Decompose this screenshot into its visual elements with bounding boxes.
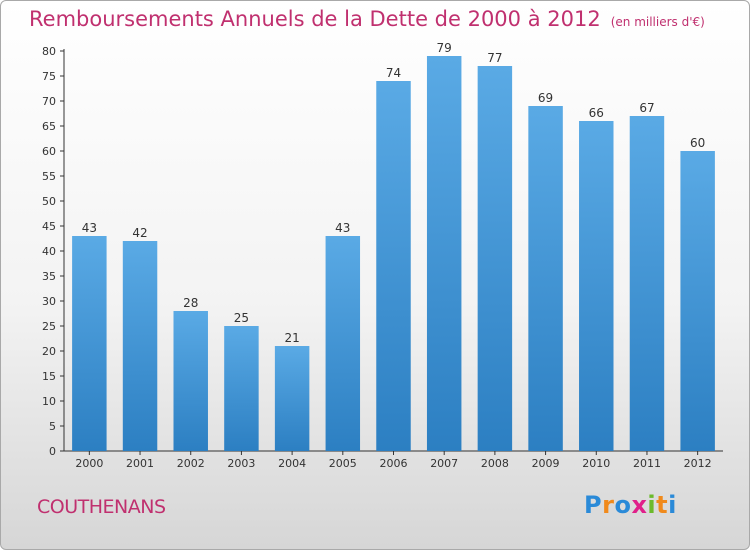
- y-tick-label: 35: [42, 270, 56, 283]
- bar-2004: [274, 346, 310, 451]
- x-tick-label: 2009: [532, 457, 560, 470]
- data-label-2012: 60: [690, 136, 705, 150]
- bar-2006: [376, 81, 411, 451]
- y-tick-label: 55: [42, 170, 56, 183]
- x-tick-label: 2007: [430, 457, 458, 470]
- x-tick-label: 2005: [329, 457, 357, 470]
- y-tick-label: 5: [49, 420, 56, 433]
- data-label-2004: 21: [284, 331, 299, 345]
- logo-letter: r: [602, 491, 615, 519]
- y-tick-label: 50: [42, 195, 56, 208]
- data-label-2001: 42: [132, 226, 147, 240]
- data-label-2010: 66: [589, 106, 604, 120]
- logo-letter: i: [668, 491, 677, 519]
- y-tick-label: 60: [42, 145, 56, 158]
- title-unit: (en milliers d'€): [610, 15, 705, 29]
- y-tick-label: 30: [42, 295, 56, 308]
- y-tick-label: 80: [42, 45, 56, 58]
- proxiti-logo: Proxiti: [584, 491, 677, 519]
- x-tick-label: 2010: [582, 457, 610, 470]
- bar-2009: [528, 106, 563, 451]
- data-label-2003: 25: [234, 311, 249, 325]
- bar-2003: [224, 326, 259, 451]
- logo-letter: o: [614, 491, 632, 519]
- bars: [72, 56, 715, 451]
- x-tick-label: 2006: [380, 457, 408, 470]
- bar-2000: [72, 236, 107, 451]
- bar-2002: [173, 311, 208, 451]
- logo-letter: x: [631, 491, 648, 519]
- bar-2007: [426, 56, 462, 451]
- x-tick-label: 2001: [126, 457, 154, 470]
- logo-letter: P: [584, 491, 603, 519]
- logo-letter: i: [647, 491, 657, 519]
- y-tick-label: 40: [42, 245, 56, 258]
- bar-2011: [629, 116, 665, 451]
- x-tick-label: 2003: [227, 457, 255, 470]
- data-label-2000: 43: [82, 221, 97, 235]
- y-tick-label: 0: [49, 445, 56, 458]
- logo-letter: t: [656, 491, 669, 519]
- y-tick-label: 45: [42, 220, 56, 233]
- bar-2012: [680, 151, 715, 451]
- bar-2001: [122, 241, 158, 451]
- x-tick-label: 2008: [481, 457, 509, 470]
- commune-name: COUTHENANS: [37, 496, 166, 518]
- x-tick-label: 2012: [684, 457, 712, 470]
- data-label-2011: 67: [639, 101, 654, 115]
- bar-2005: [325, 236, 361, 451]
- data-label-2009: 69: [538, 91, 553, 105]
- x-tick-label: 2004: [278, 457, 306, 470]
- title-main: Remboursements Annuels de la Dette de 20…: [29, 7, 601, 31]
- data-label-2005: 43: [335, 221, 350, 235]
- x-tick-label: 2000: [75, 457, 103, 470]
- data-label-2006: 74: [386, 66, 401, 80]
- data-labels: 43 42 28 25 21 43 74 79 77 69 66 67 60: [82, 41, 706, 345]
- x-axis: 2000 2001 2002 2003 2004 2005 2006 2007 2008 2009…: [64, 450, 723, 470]
- y-tick-label: 15: [42, 370, 56, 383]
- y-tick-label: 75: [42, 70, 56, 83]
- chart-title: Remboursements Annuels de la Dette de 20…: [29, 7, 705, 31]
- y-axis: 0 5 10 15 20 25 30 35 40 45 50 55 60 65 70 75 80: [42, 45, 65, 458]
- y-tick-label: 25: [42, 320, 56, 333]
- y-tick-label: 70: [42, 95, 56, 108]
- data-label-2008: 77: [487, 51, 502, 65]
- data-label-2002: 28: [183, 296, 198, 310]
- y-tick-label: 20: [42, 345, 56, 358]
- bar-2008: [477, 66, 513, 451]
- x-tick-label: 2011: [633, 457, 661, 470]
- data-label-2007: 79: [437, 41, 452, 55]
- bar-2010: [579, 121, 614, 451]
- y-tick-label: 10: [42, 395, 56, 408]
- x-tick-label: 2002: [177, 457, 205, 470]
- y-tick-label: 65: [42, 120, 56, 133]
